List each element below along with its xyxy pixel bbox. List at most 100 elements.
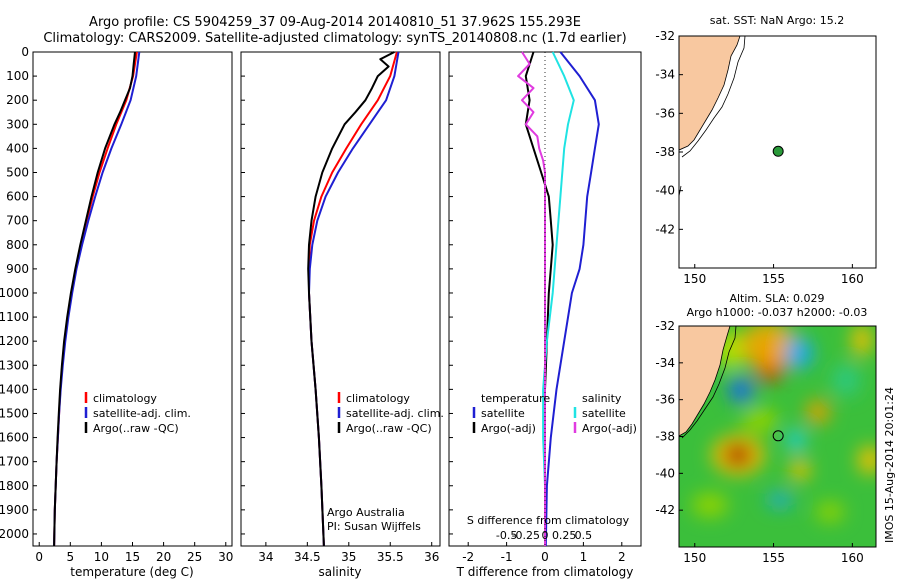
y-tick-label: 0 (21, 45, 29, 59)
difference-legend-salinity: salinity satellite Argo(-adj) (573, 392, 637, 435)
top-tick-label: 0.5 (575, 529, 593, 542)
sla-blob (832, 364, 860, 396)
sla-blob (766, 492, 794, 508)
legend-label-satellite: satellite-adj. clim. (93, 407, 191, 420)
map-y-tick-label: -40 (655, 466, 675, 480)
y-tick-label: 800 (6, 238, 29, 252)
sla-blob (790, 460, 810, 480)
map-y-tick-label: -38 (655, 430, 675, 444)
sla-blob (728, 377, 754, 403)
x-tick-label: 35 (341, 550, 356, 564)
sst-map-title: sat. SST: NaN Argo: 15.2 (710, 14, 844, 27)
y-tick-label: 900 (6, 262, 29, 276)
sla-map-title-2: Argo h1000: -0.037 h2000: -0.03 (687, 306, 868, 319)
sla-blob (740, 326, 796, 369)
temperature-plot: 0100200300400500600700800900100011001200… (0, 45, 233, 564)
map-y-tick-label: -34 (655, 68, 675, 82)
map-y-tick-label: -42 (655, 222, 675, 236)
y-tick-label: 1500 (0, 406, 29, 420)
legend-label-argo: Argo(..raw -QC) (346, 422, 432, 435)
x-tick-label: 0 (541, 550, 549, 564)
sla-blob (785, 337, 813, 369)
legend-label-temp-satellite: satellite (481, 407, 525, 420)
x-tick-label: 10 (94, 550, 109, 564)
x-tick-label: 1 (580, 550, 588, 564)
salinity-axes (240, 51, 441, 547)
legend-label-sal-satellite: satellite (582, 407, 626, 420)
y-tick-label: 1000 (0, 286, 29, 300)
series-line-temperature-satellite (544, 51, 600, 547)
legend-label-climatology: climatology (93, 392, 157, 405)
legend-label-satellite: satellite-adj. clim. (346, 407, 444, 420)
series-line-salinity-argo-adj (517, 51, 546, 546)
map-x-tick-label: 150 (683, 551, 706, 565)
sst-land-mass (679, 36, 741, 151)
y-tick-label: 1900 (0, 503, 29, 517)
sla-argo-location-marker (772, 430, 784, 442)
x-tick-label: 2 (618, 550, 626, 564)
salinity-legend: climatology satellite-adj. clim. Argo(..… (337, 392, 444, 435)
series-line-satellite-adj-clim (53, 51, 141, 547)
salinity-xlabel: salinity (318, 565, 361, 579)
top-tick-label: -0.5 (496, 529, 517, 542)
sla-blob (852, 326, 872, 356)
map-y-tick-label: -36 (655, 393, 675, 407)
sla-blob (806, 400, 830, 424)
sla-blob (858, 446, 876, 474)
imos-side-label: IMOS 15-Aug-2014 20:01:24 (883, 387, 896, 543)
y-tick-label: 1100 (0, 310, 29, 324)
sst-argo-location-marker (772, 145, 784, 157)
x-tick-label: 34.5 (294, 550, 321, 564)
top-tick-label: 0 (542, 529, 549, 542)
x-tick-label: 35.5 (377, 550, 404, 564)
y-tick-label: 500 (6, 165, 29, 179)
x-tick-label: 15 (125, 550, 140, 564)
y-tick-label: 1200 (0, 334, 29, 348)
y-tick-label: 100 (6, 69, 29, 83)
sla-blob (724, 444, 752, 466)
map-y-tick-label: -42 (655, 503, 675, 517)
map-x-tick-label: 150 (683, 272, 706, 286)
map-y-tick-label: -34 (655, 356, 675, 370)
temperature-legend: climatology satellite-adj. clim. Argo(..… (84, 392, 191, 435)
y-tick-label: 200 (6, 93, 29, 107)
series-line-salinity-satellite (542, 51, 575, 546)
sla-field-blobs (692, 326, 876, 522)
y-tick-label: 1300 (0, 358, 29, 372)
sla-heatmap (679, 326, 876, 547)
series-line-argo-raw-qc (307, 51, 395, 547)
difference-legend-temperature: temperature satellite Argo(-adj) (472, 392, 550, 435)
y-tick-label: 300 (6, 117, 29, 131)
map-x-tick-label: 160 (841, 272, 864, 286)
annotation-pi: PI: Susan Wijffels (327, 520, 421, 533)
salinity-plot: 34 34.5 35 35.5 36 (241, 51, 439, 564)
temperature-axes (32, 51, 233, 547)
series-line-argo-raw-qc (53, 51, 136, 547)
top-tick-label: 0.25 (552, 529, 577, 542)
x-tick-label: 20 (156, 550, 171, 564)
sst-bathymetry-contour (681, 36, 746, 158)
map-y-tick-label: -36 (655, 106, 675, 120)
sla-map: 150 155 160 -32 -34 -36 -38 -40 -42 (655, 319, 877, 565)
y-tick-label: 1600 (0, 431, 29, 445)
series-line-climatology (308, 51, 398, 547)
top-axis-label: S difference from climatology (467, 514, 630, 527)
y-tick-label: 1700 (0, 455, 29, 469)
y-tick-label: 1800 (0, 479, 29, 493)
x-tick-label: -1 (501, 550, 513, 564)
x-tick-label: 0 (35, 550, 43, 564)
legend-label-argo: Argo(..raw -QC) (93, 422, 179, 435)
map-y-tick-label: -32 (655, 29, 675, 43)
y-tick-label: 700 (6, 214, 29, 228)
sla-map-title-1: Altim. SLA: 0.029 (729, 292, 824, 305)
map-x-tick-label: 155 (762, 551, 785, 565)
header-line-2: Climatology: CARS2009. Satellite-adjuste… (43, 31, 626, 46)
sla-blob (787, 430, 805, 450)
x-tick-label: 25 (187, 550, 202, 564)
difference-plot: -2 -1 0 1 2 -0.5-0.25 0 0.250.5 (449, 51, 626, 564)
series-line-satellite-adj-clim (308, 51, 400, 547)
sla-blob (692, 493, 728, 517)
x-tick-label: 5 (66, 550, 74, 564)
sst-map: 150 155 160 -32 -34 -36 -38 -40 -42 (655, 29, 877, 286)
